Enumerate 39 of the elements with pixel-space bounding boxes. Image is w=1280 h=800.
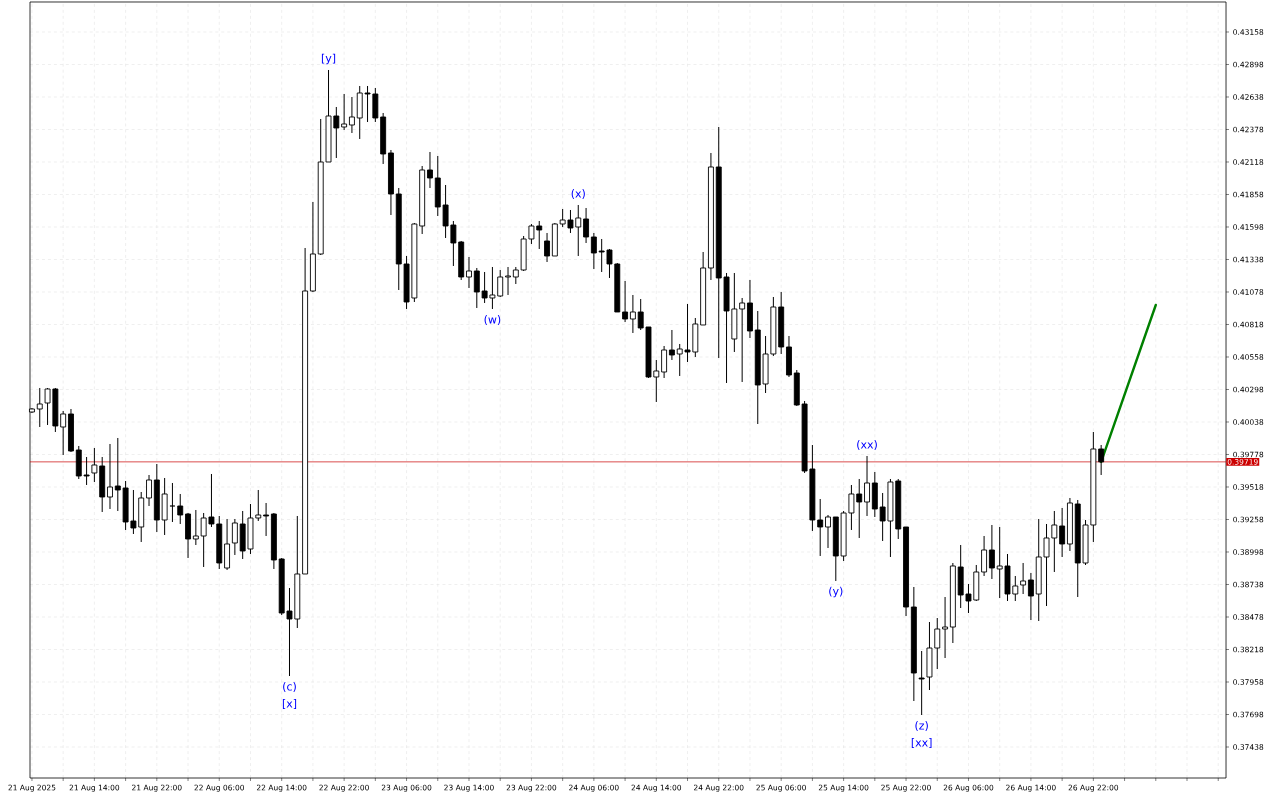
annotation: (c) — [283, 682, 296, 692]
candlestick — [505, 266, 511, 296]
candlestick — [427, 151, 433, 189]
candlestick — [988, 524, 995, 580]
candlestick — [583, 207, 590, 244]
candlestick — [590, 232, 597, 270]
candlestick — [224, 518, 231, 571]
annotation: [y] — [321, 53, 336, 65]
candlestick — [263, 502, 270, 537]
annotation: (x) — [571, 189, 585, 199]
annotation: (w) — [484, 315, 501, 325]
candlestick — [341, 93, 348, 131]
candlestick — [1027, 572, 1034, 621]
candlestick — [668, 329, 675, 361]
annotation: (z) — [915, 721, 928, 731]
candlestick — [1059, 507, 1066, 558]
annotation: (y) — [829, 586, 843, 598]
annotation: [xx] — [911, 738, 932, 748]
candlestick — [107, 443, 113, 510]
candlestick — [629, 294, 636, 334]
annotation: (xx) — [857, 440, 877, 450]
candlestick — [146, 474, 152, 507]
candlestick — [825, 514, 831, 549]
candlestick — [466, 256, 472, 289]
candlestick — [1020, 562, 1027, 595]
candlestick — [231, 518, 238, 556]
candlestick — [739, 297, 746, 383]
candlestick — [661, 345, 668, 379]
candlestick — [622, 280, 629, 323]
candlestick — [981, 535, 988, 577]
candlestick — [544, 232, 550, 263]
candlestick — [864, 455, 870, 517]
candlestick — [348, 96, 355, 134]
candlestick — [942, 596, 949, 659]
candlestick — [169, 482, 176, 523]
candlestick — [192, 509, 199, 546]
candlestick — [177, 493, 184, 525]
candlestick — [1098, 444, 1105, 476]
annotation: [x] — [282, 699, 297, 709]
